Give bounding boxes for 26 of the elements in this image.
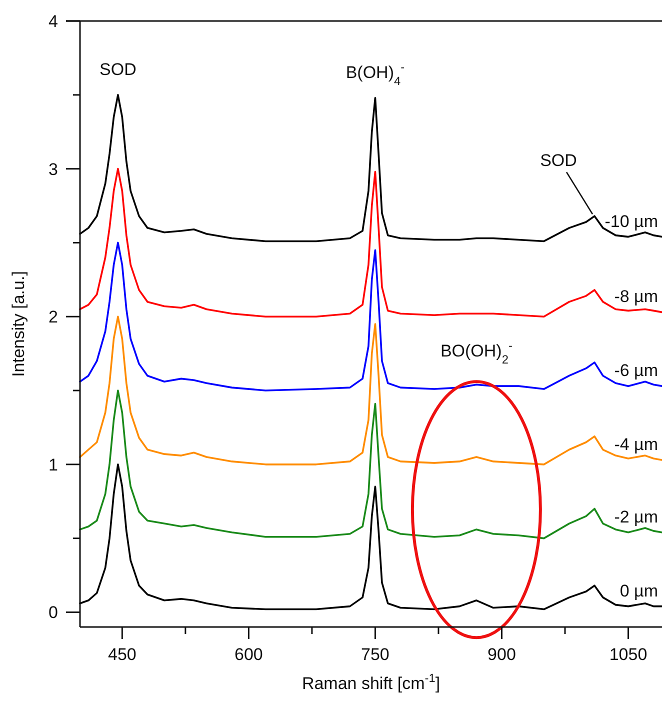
line-series (79, 316, 662, 466)
x-axis-title: Raman shift [cm$^{-1}$] (302, 671, 440, 693)
x-tick-label: 900 (488, 645, 516, 664)
series-label: -10 µm (604, 212, 658, 231)
line-series (79, 94, 662, 242)
series-label: -2 µm (614, 507, 658, 526)
line-series (79, 464, 662, 610)
y-tick-label: 1 (48, 455, 58, 474)
x-tick-label: 600 (234, 645, 263, 664)
annotation: SOD (540, 151, 577, 170)
y-tick-label: 2 (48, 308, 58, 327)
x-tick-label: 450 (108, 645, 136, 664)
series-label: -8 µm (614, 287, 658, 306)
line-series (79, 242, 662, 392)
y-tick-label: 3 (48, 160, 58, 179)
series-label: -6 µm (614, 361, 658, 380)
line-series (79, 168, 662, 318)
line-series (79, 390, 662, 540)
x-tick-label: 1050 (609, 645, 648, 664)
series-label: -4 µm (614, 434, 658, 454)
series-label: 0 µm (620, 581, 658, 600)
y-tick-label: 0 (48, 603, 58, 622)
y-axis-title: Intensity [a.u.] (9, 271, 28, 377)
y-tick-label: 4 (48, 12, 58, 31)
annotation: SOD (100, 60, 136, 79)
x-tick-label: 750 (361, 645, 390, 664)
